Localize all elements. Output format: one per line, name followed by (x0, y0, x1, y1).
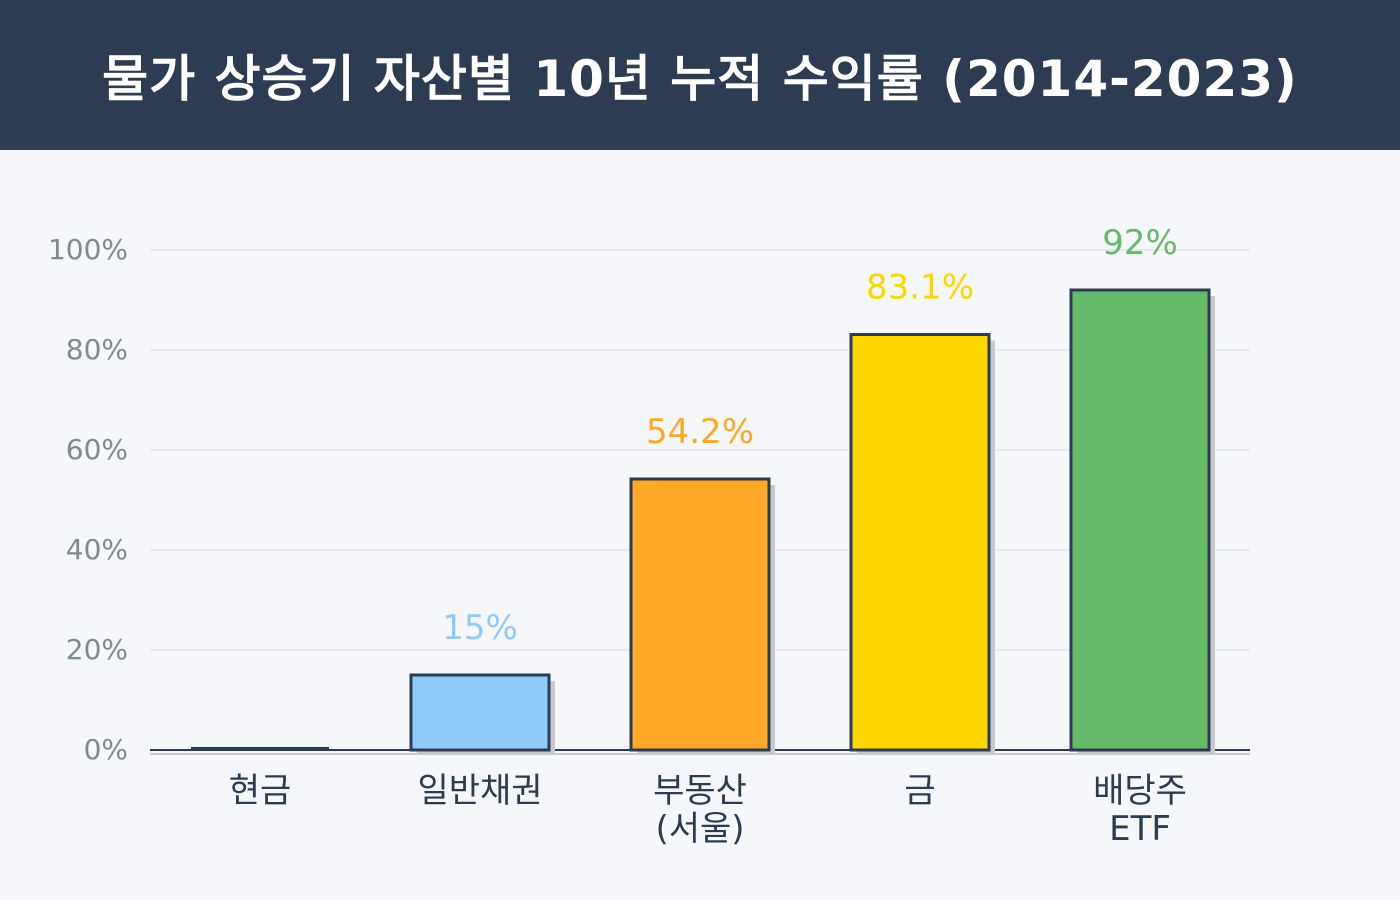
chart-area: 0% 20% 40% 60% 80% 100% 15% 54.2% 83.1% 92% 현금 일반… (0, 150, 1400, 900)
chart-title: 물가 상승기 자산별 10년 누적 수익률 (2014-2023) (102, 50, 1298, 108)
bar (629, 477, 771, 752)
x-category-label: 배당주 ETF (1093, 771, 1187, 849)
bar (409, 673, 551, 752)
y-tick-label: 80% (66, 333, 128, 366)
bar-value-label: 83.1% (866, 268, 974, 308)
x-category-label: 현금 (229, 771, 292, 811)
y-tick-label: 60% (66, 433, 128, 466)
value-labels-layer: 15% 54.2% 83.1% 92% (442, 223, 1178, 648)
bar-value-label: 54.2% (646, 412, 754, 452)
bar-value-label: 92% (1102, 223, 1178, 263)
y-tick-label: 0% (84, 733, 128, 766)
y-tick-label: 20% (66, 633, 128, 666)
y-axis-ticks: 0% 20% 40% 60% 80% 100% (48, 233, 128, 766)
bar (849, 333, 991, 752)
x-axis-categories: 현금 일반채권 부동산 (서울) 금 배당주 ETF (229, 771, 1187, 849)
bar (191, 747, 329, 751)
bar (1069, 288, 1211, 752)
bar-value-label: 15% (442, 608, 518, 648)
x-category-label: 일반채권 (417, 771, 542, 811)
y-tick-label: 100% (48, 233, 128, 266)
y-tick-label: 40% (66, 533, 128, 566)
title-bar: 물가 상승기 자산별 10년 누적 수익률 (2014-2023) (0, 0, 1400, 150)
bars-layer (191, 288, 1215, 754)
x-category-label: 금 (904, 771, 935, 811)
bar-chart: 0% 20% 40% 60% 80% 100% 15% 54.2% 83.1% 92% 현금 일반… (48, 223, 1250, 849)
x-category-label: 부동산 (서울) (653, 771, 747, 849)
